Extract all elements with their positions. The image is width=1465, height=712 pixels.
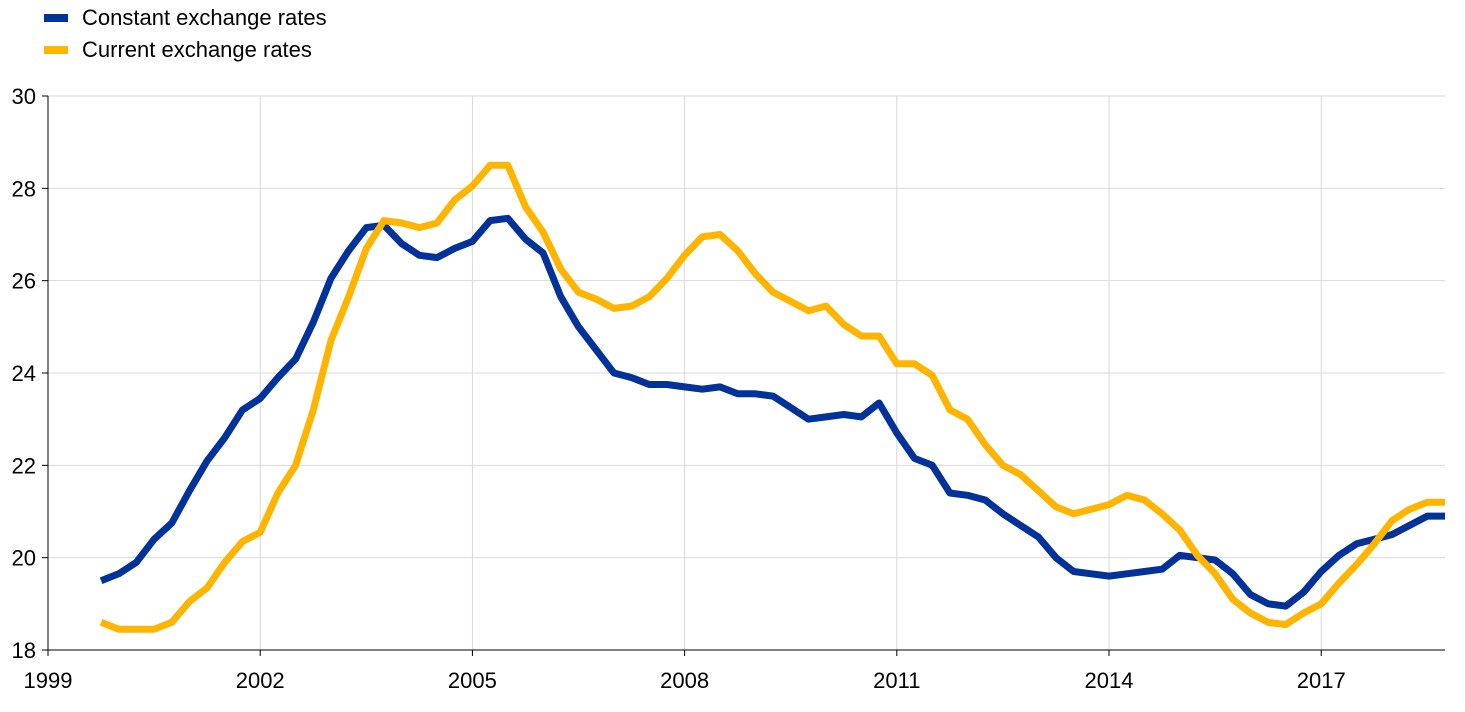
legend-item-constant: Constant exchange rates [18, 2, 327, 34]
y-tick-label: 20 [12, 546, 36, 571]
series-line-constant [99, 214, 1445, 610]
x-tick-label: 2011 [873, 668, 920, 693]
x-tick-label: 2014 [1085, 668, 1134, 693]
legend-swatch-constant [44, 14, 68, 22]
y-tick-label: 28 [12, 176, 36, 201]
x-tick-label: 2008 [660, 668, 709, 693]
y-tick-label: 22 [12, 453, 36, 478]
x-tick-label: 2005 [448, 668, 497, 693]
legend-label-constant: Constant exchange rates [82, 5, 327, 30]
x-tick-label: 2002 [236, 668, 285, 693]
y-tick-label: 24 [12, 361, 36, 386]
x-tick-label: 2017 [1297, 668, 1346, 693]
y-tick-label: 18 [12, 638, 36, 663]
x-tick-label: 1999 [24, 668, 73, 693]
series-line-current [99, 161, 1445, 633]
y-tick-label: 30 [12, 84, 36, 109]
legend-label-current: Current exchange rates [82, 37, 312, 62]
legend-swatch-current [44, 46, 68, 54]
y-tick-label: 26 [12, 269, 36, 294]
legend-item-current: Current exchange rates [18, 34, 327, 66]
legend: Constant exchange rates Current exchange… [18, 2, 327, 66]
